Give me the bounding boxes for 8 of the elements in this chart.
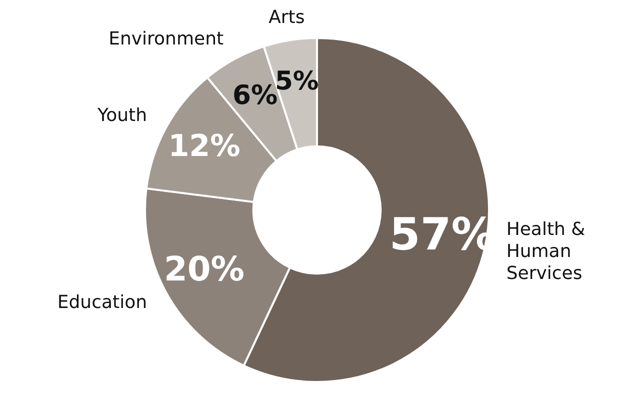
- data-label: 6%: [232, 80, 278, 112]
- data-label: 20%: [164, 250, 245, 289]
- slice-label: Health & Human Services: [506, 218, 586, 284]
- slice-label: Education: [57, 292, 147, 314]
- slice-label: Environment: [108, 28, 224, 50]
- slice-label: Arts: [268, 7, 305, 28]
- data-label: 12%: [168, 128, 240, 164]
- slice-label: Youth: [96, 105, 147, 126]
